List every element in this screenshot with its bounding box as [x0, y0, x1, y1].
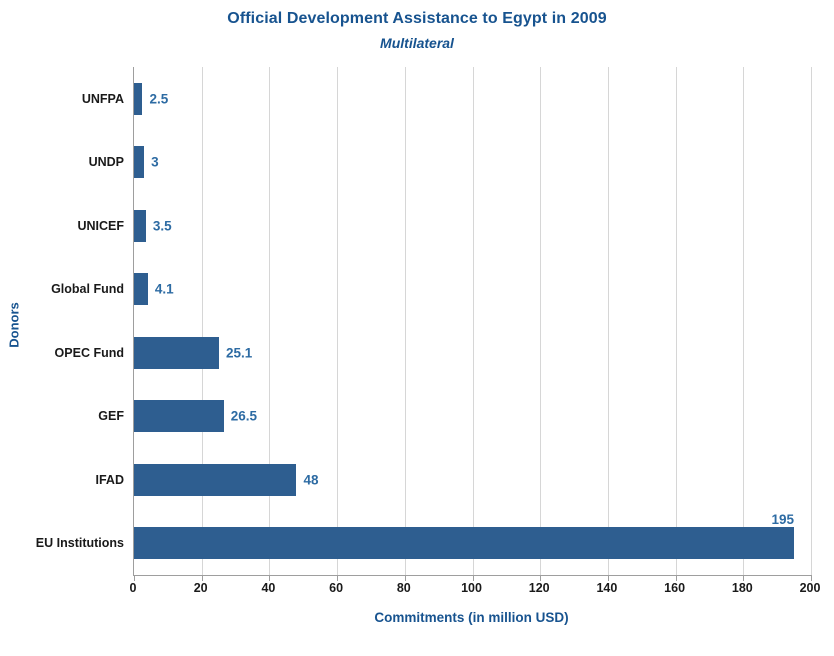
bar	[134, 209, 146, 242]
bar-value-label: 48	[303, 472, 319, 488]
category-label: UNFPA	[81, 91, 124, 106]
x-tick-mark	[540, 575, 542, 581]
gridline	[743, 67, 745, 575]
x-tick-mark	[269, 575, 271, 581]
x-tick-mark	[607, 575, 609, 581]
x-tick-label: 200	[799, 581, 821, 595]
bar	[134, 273, 148, 306]
x-tick-label: 40	[261, 581, 276, 595]
x-axis-label: Commitments (in million USD)	[374, 610, 569, 625]
bars-layer: 2.5 3 3.5 4.1 25.1 26.5 48 195	[134, 67, 811, 575]
x-tick-mark	[743, 575, 745, 581]
gridline	[337, 67, 339, 575]
x-tick-label: 0	[129, 581, 137, 595]
x-tick-mark	[201, 575, 203, 581]
x-tick-mark	[134, 575, 135, 581]
gridline	[269, 67, 271, 575]
x-tick-mark	[337, 575, 339, 581]
x-tick-mark	[404, 575, 406, 581]
bar-row: 195	[134, 512, 811, 576]
x-tick-label: 80	[396, 581, 411, 595]
x-tick-label: 140	[596, 581, 618, 595]
bar	[134, 336, 219, 369]
category-label: IFAD	[95, 472, 124, 487]
x-axis-ticks: 0 20 40 60 80 100 120 140 160 180 200	[129, 576, 821, 598]
bar-value-label: 195	[771, 511, 795, 527]
bar-value-label: 4.1	[154, 281, 174, 297]
x-tick-label: 160	[664, 581, 686, 595]
bar	[134, 400, 224, 433]
bar	[134, 527, 795, 560]
bar-row: 25.1	[134, 321, 811, 385]
y-axis-label: Donors	[6, 302, 22, 348]
bar-row: 3.5	[134, 194, 811, 258]
category-label: OPEC Fund	[54, 345, 124, 360]
gridline	[675, 67, 677, 575]
bar	[134, 463, 297, 496]
category-label: UNDP	[88, 155, 124, 170]
gridline	[811, 67, 812, 575]
gridline	[540, 67, 542, 575]
bar-value-label: 3.5	[152, 218, 172, 234]
category-label: UNICEF	[77, 218, 124, 233]
category-label: Global Fund	[51, 282, 124, 297]
x-tick-label: 100	[461, 581, 482, 595]
gridline	[404, 67, 406, 575]
bar-row: 48	[134, 448, 811, 512]
chart-area: UNFPA UNDP UNICEF Global Fund OPEC Fund GEF IF…	[0, 67, 834, 581]
x-tick-label: 20	[193, 581, 208, 595]
x-tick-label: 180	[731, 581, 753, 595]
category-label: GEF	[98, 409, 124, 424]
gridline	[472, 67, 474, 575]
category-axis: UNFPA UNDP UNICEF Global Fund OPEC Fund GEF IF…	[0, 67, 133, 576]
x-tick-mark	[811, 575, 812, 581]
gridline	[607, 67, 609, 575]
x-tick-label: 60	[329, 581, 344, 595]
bar-value-label: 26.5	[230, 408, 257, 424]
chart-title: Official Development Assistance to Egypt…	[227, 10, 607, 27]
bar-row: 4.1	[134, 258, 811, 322]
bar	[134, 146, 145, 179]
gridline	[201, 67, 203, 575]
chart-subtitle: Multilateral	[380, 35, 454, 51]
x-tick-label: 120	[528, 581, 550, 595]
bar-value-label: 2.5	[149, 91, 169, 107]
bar-value-label: 3	[151, 154, 159, 170]
bar-row: 3	[134, 131, 811, 195]
category-label: EU Institutions	[35, 536, 124, 551]
bar	[134, 82, 143, 115]
bar-value-label: 25.1	[225, 345, 253, 361]
bar-row: 26.5	[134, 385, 811, 449]
plot-area: 2.5 3 3.5 4.1 25.1 26.5 48 195	[133, 67, 812, 581]
bar-row: 2.5	[134, 67, 811, 131]
x-tick-mark	[472, 575, 474, 581]
x-tick-mark	[675, 575, 677, 581]
